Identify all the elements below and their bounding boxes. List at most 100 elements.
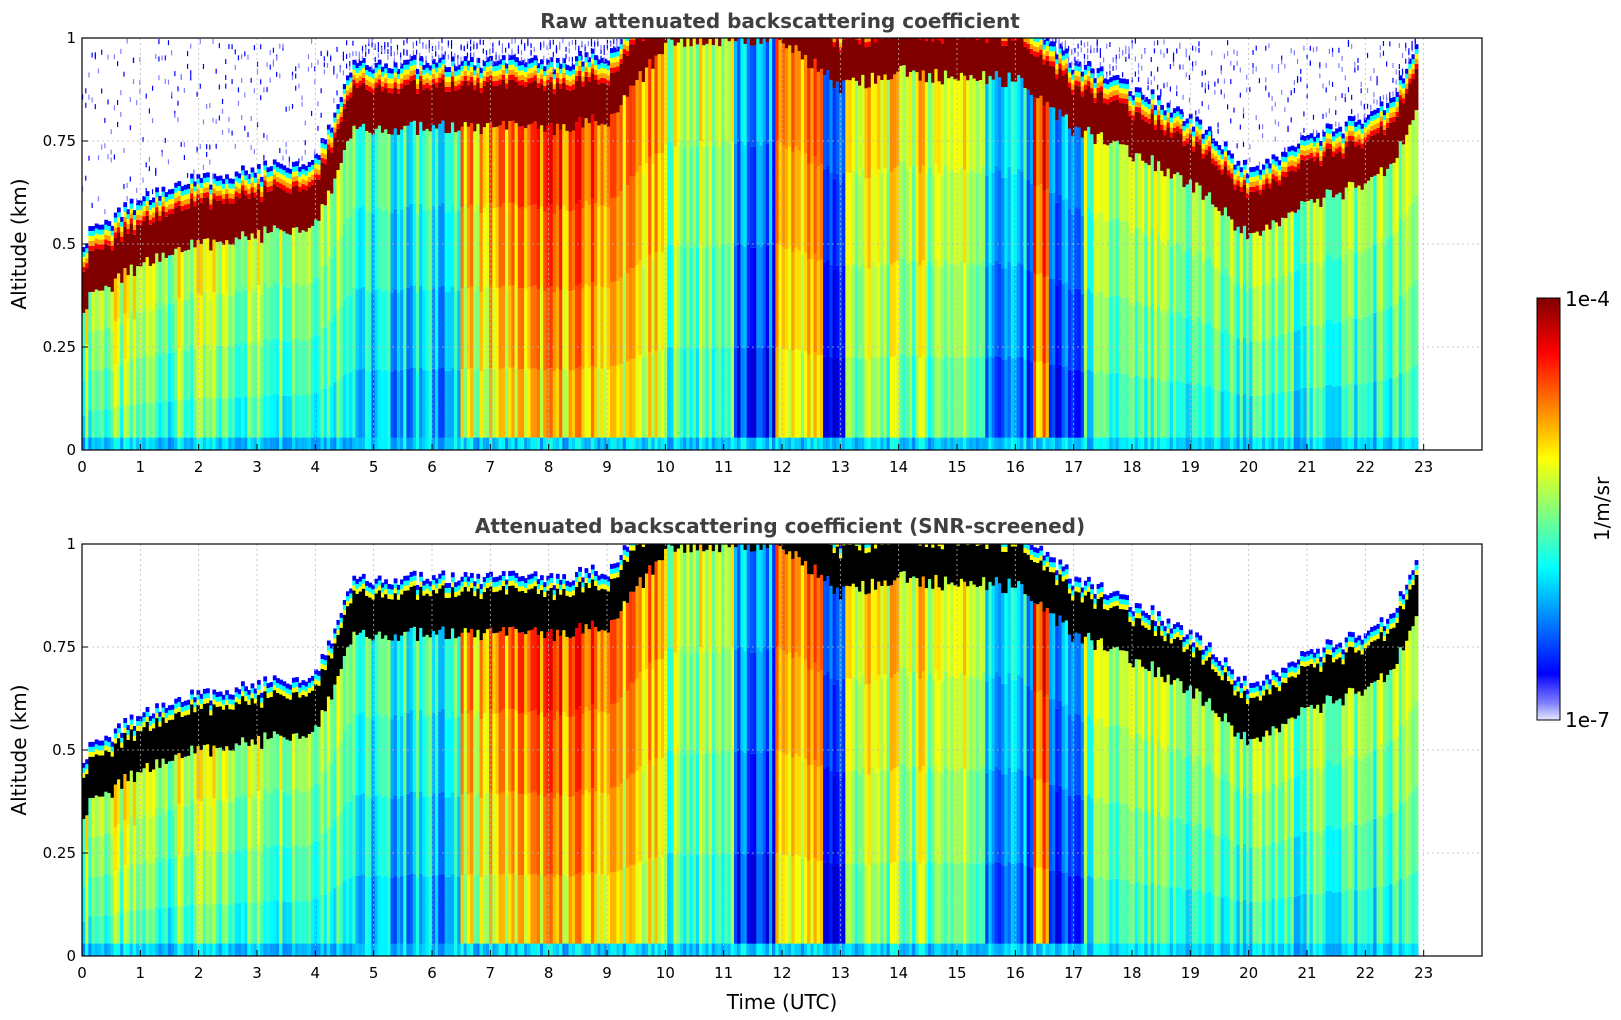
heatmap-cell xyxy=(508,60,512,66)
heatmap-cell xyxy=(1122,144,1126,221)
heatmap-cell xyxy=(1090,213,1095,293)
heatmap-cell xyxy=(1115,79,1120,85)
noise-pixel xyxy=(345,53,348,59)
noise-pixel xyxy=(326,51,329,57)
heatmap-cell xyxy=(1300,150,1304,155)
heatmap-cell xyxy=(594,69,598,75)
heatmap-cell xyxy=(349,82,353,88)
noise-pixel xyxy=(365,51,367,57)
heatmap-cell xyxy=(225,189,229,195)
heatmap-cell xyxy=(1093,92,1098,98)
noise-pixel xyxy=(1112,57,1114,63)
heatmap-cell xyxy=(689,248,694,350)
heatmap-cell xyxy=(1217,164,1222,170)
noise-pixel xyxy=(333,65,335,71)
heatmap-cell xyxy=(947,437,951,450)
heatmap-cell xyxy=(393,369,398,450)
heatmap-cell xyxy=(285,187,290,193)
heatmap-cell xyxy=(390,68,395,74)
heatmap-cell xyxy=(94,243,99,249)
heatmap-cell xyxy=(193,206,198,248)
heatmap-cell xyxy=(199,192,204,198)
heatmap-cell xyxy=(838,437,843,450)
heatmap-cell xyxy=(559,369,563,450)
heatmap-cell xyxy=(473,290,477,371)
noise-pixel xyxy=(393,61,395,67)
noise-pixel xyxy=(501,48,504,54)
heatmap-cell xyxy=(638,165,643,261)
noise-pixel xyxy=(314,66,316,72)
heatmap-cell xyxy=(492,66,497,72)
heatmap-cell xyxy=(1293,331,1298,391)
heatmap-cell xyxy=(450,368,455,450)
heatmap-cell xyxy=(82,762,86,768)
heatmap-cell xyxy=(1036,38,1040,43)
noise-pixel xyxy=(1258,124,1261,130)
heatmap-cell xyxy=(1166,168,1171,239)
heatmap-cell xyxy=(498,437,503,450)
noise-pixel xyxy=(482,59,484,65)
heatmap-cell xyxy=(244,396,248,450)
heatmap-cell xyxy=(718,437,722,450)
heatmap-cell xyxy=(1341,153,1346,159)
heatmap-cell xyxy=(1058,48,1063,54)
heatmap-cell xyxy=(838,360,843,450)
heatmap-cell xyxy=(574,204,579,287)
heatmap-cell xyxy=(1382,313,1387,382)
heatmap-cell xyxy=(215,437,220,450)
noise-pixel xyxy=(1106,43,1108,49)
heatmap-cell xyxy=(1293,212,1298,273)
heatmap-cell xyxy=(1300,263,1304,326)
heatmap-cell xyxy=(686,38,691,141)
heatmap-cell xyxy=(711,45,716,147)
heatmap-cell xyxy=(514,81,519,124)
heatmap-cell xyxy=(1373,109,1378,115)
heatmap-cell xyxy=(1217,145,1222,150)
heatmap-cell xyxy=(256,339,261,395)
heatmap-cell xyxy=(1363,117,1368,123)
heatmap-cell xyxy=(912,437,916,450)
heatmap-cell xyxy=(1032,273,1037,362)
heatmap-cell xyxy=(524,72,528,78)
heatmap-cell xyxy=(832,47,837,89)
heatmap-cell xyxy=(485,81,490,124)
heatmap-cell xyxy=(1239,182,1244,188)
heatmap-cell xyxy=(231,178,236,184)
heatmap-cell xyxy=(1363,142,1368,184)
heatmap-cell xyxy=(139,205,144,211)
noise-pixel xyxy=(1382,50,1385,56)
heatmap-cell xyxy=(85,815,89,851)
noise-pixel xyxy=(1328,108,1330,114)
heatmap-cell xyxy=(1150,155,1155,229)
noise-pixel xyxy=(155,170,157,176)
noise-pixel xyxy=(1376,76,1378,82)
heatmap-cell xyxy=(336,380,341,450)
heatmap-cell xyxy=(470,204,474,287)
heatmap-cell xyxy=(1055,64,1060,70)
heatmap-cell xyxy=(565,437,570,450)
heatmap-cell xyxy=(1281,391,1285,450)
noise-pixel xyxy=(279,147,281,153)
heatmap-cell xyxy=(387,73,392,78)
noise-pixel xyxy=(1271,64,1273,70)
heatmap-cell xyxy=(1169,178,1174,247)
heatmap-cell xyxy=(396,134,401,214)
heatmap-cell xyxy=(1296,329,1301,390)
heatmap-cell xyxy=(463,56,468,62)
heatmap-cell xyxy=(225,194,229,199)
noise-pixel xyxy=(444,51,446,57)
heatmap-cell xyxy=(1176,131,1180,173)
heatmap-cell xyxy=(1303,140,1308,146)
heatmap-cell xyxy=(641,358,646,450)
heatmap-cell xyxy=(753,146,757,248)
heatmap-cell xyxy=(1376,127,1381,133)
heatmap-cell xyxy=(530,368,535,450)
heatmap-cell xyxy=(1080,86,1085,92)
noise-pixel xyxy=(177,86,179,92)
heatmap-cell xyxy=(1271,277,1276,336)
heatmap-cell xyxy=(644,258,649,355)
heatmap-cell xyxy=(842,265,846,358)
heatmap-cell xyxy=(978,437,983,450)
heatmap-cell xyxy=(1153,120,1158,125)
heatmap-cell xyxy=(406,74,411,80)
